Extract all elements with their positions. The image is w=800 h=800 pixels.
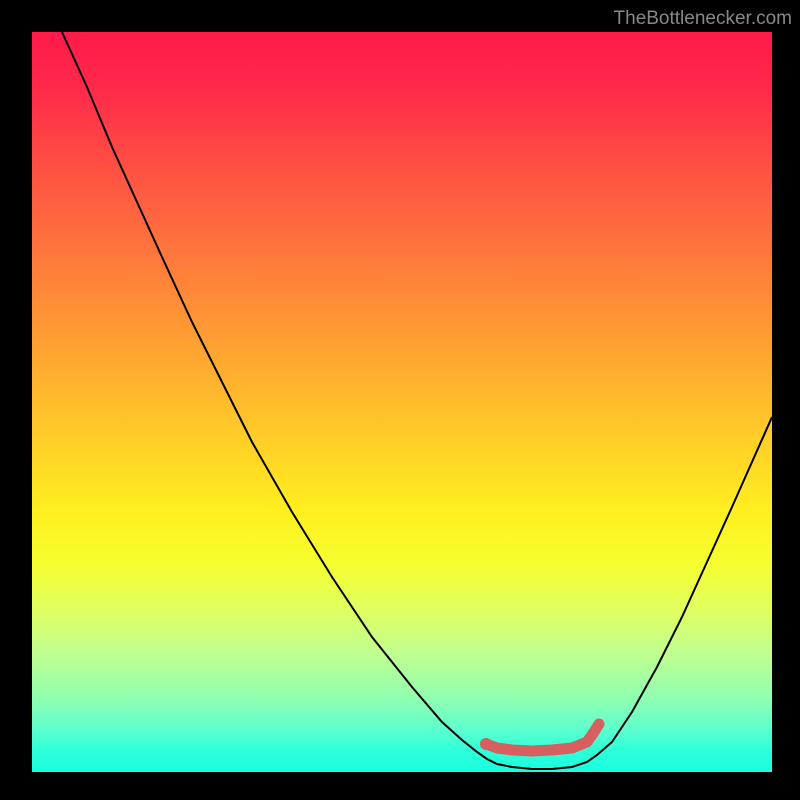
chart-area (32, 32, 772, 772)
optimal-range-marker (32, 32, 772, 772)
watermark-text: TheBottlenecker.com (614, 8, 792, 30)
